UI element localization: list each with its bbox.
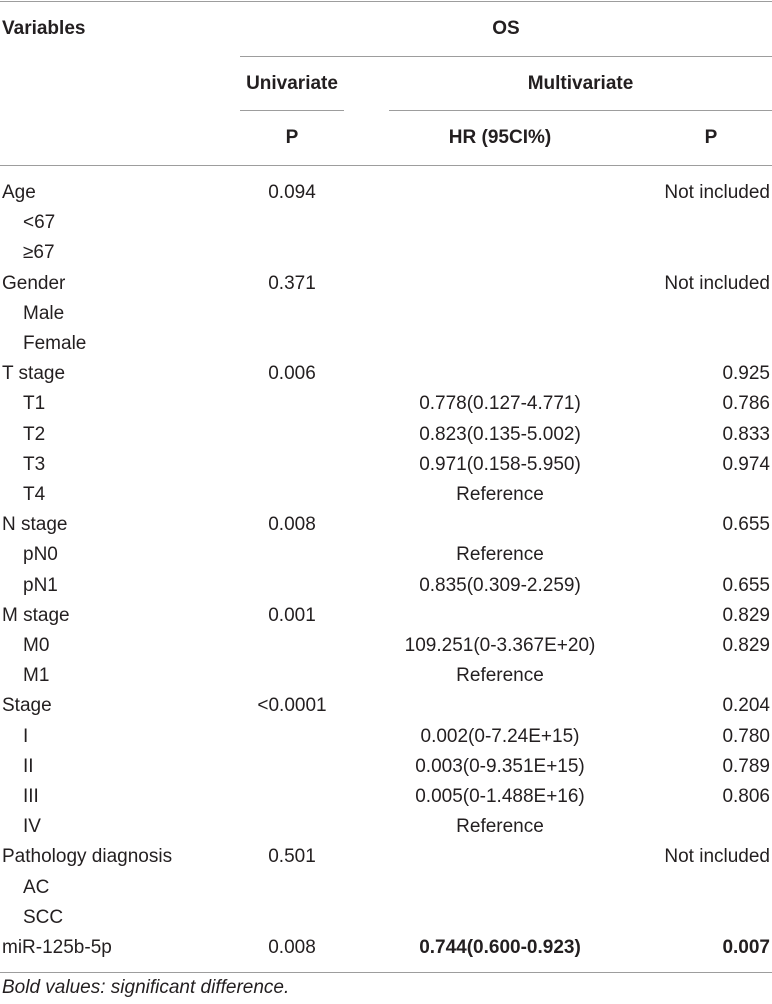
row-label: pN0: [23, 544, 58, 565]
hr-cell: 0.971(0.158-5.950): [419, 454, 581, 475]
row-label: IV: [23, 816, 41, 837]
row-label: Age: [2, 182, 36, 203]
univariate-p-cell: 0.008: [268, 937, 316, 958]
univariate-p-cell: 0.006: [268, 363, 316, 384]
row-label: Pathology diagnosis: [2, 846, 173, 867]
row-label: <67: [23, 212, 56, 233]
hr-cell: 0.002(0-7.24E+15): [420, 726, 580, 747]
hr-cell: Reference: [456, 665, 544, 686]
row-label: N stage: [2, 514, 68, 535]
row-label: T stage: [2, 363, 66, 384]
row-label: Stage: [2, 695, 52, 716]
hr-cell: 0.778(0.127-4.771): [419, 393, 581, 414]
univariate-p-cell: 0.371: [268, 273, 316, 294]
multivariate-p-cell: Not included: [664, 846, 770, 867]
table-bottom-rule: [0, 972, 772, 973]
row-label: I: [23, 726, 29, 747]
row-label: SCC: [23, 907, 64, 928]
header-univariate-p: P: [285, 127, 299, 148]
row-label: pN1: [23, 575, 58, 596]
header-variables: Variables: [2, 18, 86, 39]
row-label: ≥67: [23, 242, 55, 263]
row-label: T1: [23, 393, 46, 414]
multivariate-p-cell: 0.007: [722, 937, 770, 958]
hr-cell: Reference: [456, 816, 544, 837]
multivariate-p-cell: Not included: [664, 273, 770, 294]
row-label: T2: [23, 424, 46, 445]
multivariate-p-cell: 0.786: [722, 393, 770, 414]
hr-cell: 0.823(0.135-5.002): [419, 424, 581, 445]
multivariate-p-cell: 0.829: [722, 635, 770, 656]
row-label: M1: [23, 665, 50, 686]
multivariate-p-cell: 0.789: [722, 756, 770, 777]
hr-cell: Reference: [456, 484, 544, 505]
header-bottom-rule: [0, 165, 772, 166]
row-label: T3: [23, 454, 46, 475]
row-label: Gender: [2, 273, 66, 294]
univariate-p-cell: 0.501: [268, 846, 316, 867]
header-multivariate-p: P: [704, 127, 718, 148]
univariate-p-cell: 0.001: [268, 605, 316, 626]
multivariate-p-cell: 0.925: [722, 363, 770, 384]
hr-cell: 0.744(0.600-0.923): [419, 937, 581, 958]
header-hr: HR (95CI%): [448, 127, 552, 148]
multivariate-p-cell: 0.833: [722, 424, 770, 445]
row-label: Male: [23, 303, 65, 324]
row-label: M0: [23, 635, 50, 656]
table-top-rule: [0, 1, 772, 2]
univariate-underline: [240, 110, 344, 111]
row-label: III: [23, 786, 39, 807]
univariate-p-cell: 0.094: [268, 182, 316, 203]
multivariate-p-cell: 0.204: [722, 695, 770, 716]
header-multivariate: Multivariate: [527, 73, 634, 94]
multivariate-p-cell: 0.780: [722, 726, 770, 747]
hr-cell: Reference: [456, 544, 544, 565]
multivariate-p-cell: 0.806: [722, 786, 770, 807]
row-label: AC: [23, 877, 50, 898]
multivariate-p-cell: 0.974: [722, 454, 770, 475]
hr-cell: 0.835(0.309-2.259): [419, 575, 581, 596]
multivariate-underline: [389, 110, 772, 111]
row-label: Female: [23, 333, 87, 354]
row-label: miR-125b-5p: [2, 937, 112, 958]
os-underline: [240, 56, 772, 57]
hr-cell: 0.003(0-9.351E+15): [415, 756, 585, 777]
univariate-p-cell: 0.008: [268, 514, 316, 535]
univariate-p-cell: <0.0001: [257, 695, 327, 716]
row-label: M stage: [2, 605, 70, 626]
header-os: OS: [492, 18, 520, 39]
hr-cell: 109.251(0-3.367E+20): [404, 635, 596, 656]
row-label: II: [23, 756, 34, 777]
hr-cell: 0.005(0-1.488E+16): [415, 786, 585, 807]
multivariate-p-cell: 0.655: [722, 514, 770, 535]
row-label: T4: [23, 484, 46, 505]
multivariate-p-cell: 0.655: [722, 575, 770, 596]
header-univariate: Univariate: [246, 73, 338, 94]
multivariate-p-cell: 0.829: [722, 605, 770, 626]
footnote: Bold values: significant difference.: [2, 977, 290, 998]
multivariate-p-cell: Not included: [664, 182, 770, 203]
